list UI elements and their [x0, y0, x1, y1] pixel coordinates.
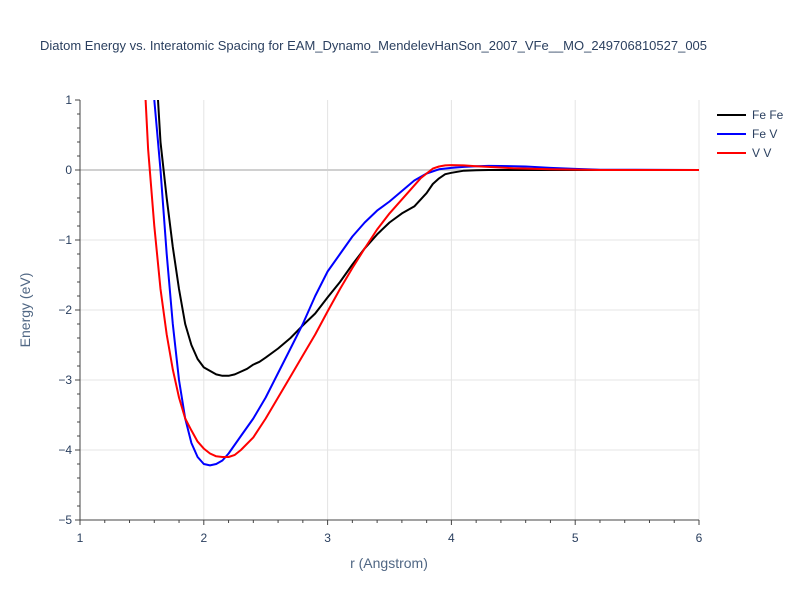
- x-tick-label: 1: [77, 531, 84, 545]
- x-tick-label: 6: [696, 531, 703, 545]
- x-tick-label: 3: [324, 531, 331, 545]
- legend: Fe Fe Fe V V V: [717, 108, 784, 160]
- series-line-v-v: [144, 100, 699, 458]
- legend-label: V V: [752, 146, 771, 160]
- legend-label: Fe V: [752, 127, 777, 141]
- x-tick-label: 5: [572, 531, 579, 545]
- grid: [80, 100, 700, 520]
- y-axis-title: Energy (eV): [17, 273, 33, 348]
- y-tick-label: −5: [58, 513, 72, 527]
- y-tick-label: −2: [58, 303, 72, 317]
- series-lines: [144, 100, 699, 467]
- axes: 1 2 3 4 5 6 1 0 −1 −2 −3 −4 −5: [58, 93, 702, 545]
- y-tick-label: 1: [65, 93, 72, 107]
- y-tick-label: −3: [58, 373, 72, 387]
- chart-title: Diatom Energy vs. Interatomic Spacing fo…: [40, 38, 707, 53]
- series-line-fe-v: [153, 100, 699, 467]
- y-tick-label: −4: [58, 443, 72, 457]
- x-tick-label: 2: [200, 531, 207, 545]
- x-axis-title: r (Angstrom): [350, 555, 428, 571]
- series-line-fe-fe: [157, 100, 699, 377]
- legend-label: Fe Fe: [752, 108, 784, 122]
- y-tick-label: −1: [58, 233, 72, 247]
- y-tick-label: 0: [65, 163, 72, 177]
- x-tick-label: 4: [448, 531, 455, 545]
